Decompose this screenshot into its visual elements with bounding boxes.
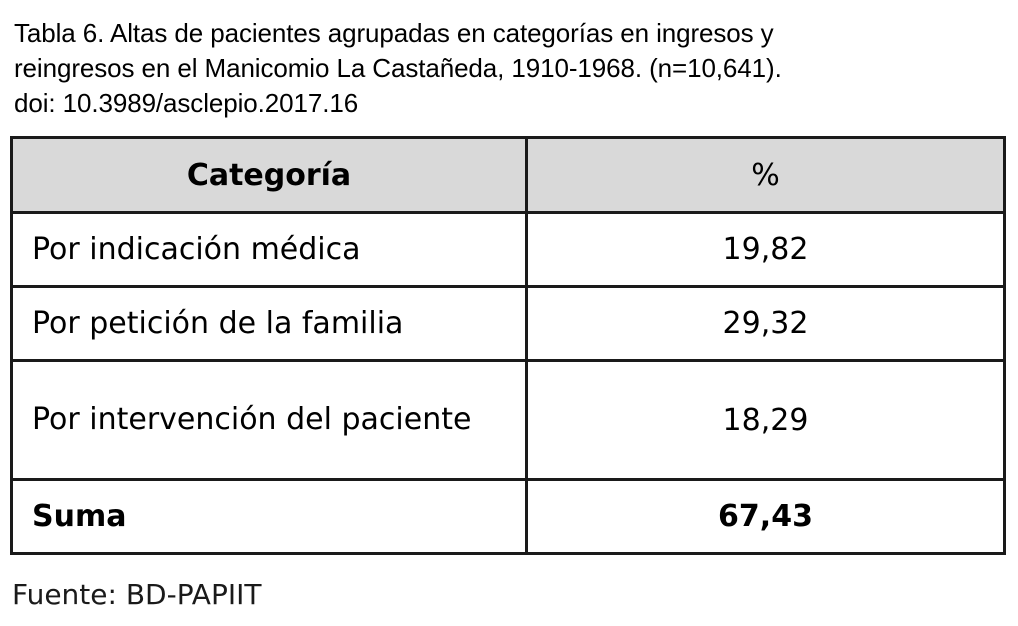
row-category: Por intervención del paciente bbox=[10, 359, 528, 481]
row-category: Por petición de la familia bbox=[10, 285, 528, 362]
total-value: 67,43 bbox=[525, 478, 1006, 555]
caption-line: reingresos en el Manicomio La Castañeda,… bbox=[14, 53, 782, 83]
table-row: Por petición de la familia 29,32 bbox=[10, 285, 1006, 362]
row-value: 18,29 bbox=[525, 359, 1006, 481]
total-label: Suma bbox=[10, 478, 528, 555]
header-category: Categoría bbox=[10, 136, 528, 214]
discharge-table: Categoría % Por indicación médica 19,82 … bbox=[10, 136, 1006, 555]
table-row: Por indicación médica 19,82 bbox=[10, 211, 1006, 288]
table-caption: Tabla 6. Altas de pacientes agrupadas en… bbox=[14, 16, 1004, 121]
row-value: 19,82 bbox=[525, 211, 1006, 288]
caption-line: doi: 10.3989/asclepio.2017.16 bbox=[14, 88, 359, 118]
header-percent: % bbox=[525, 136, 1006, 214]
row-value: 29,32 bbox=[525, 285, 1006, 362]
source-note: Fuente: BD-PAPIIT bbox=[12, 578, 262, 611]
table-total-row: Suma 67,43 bbox=[10, 478, 1006, 555]
table-row: Por intervención del paciente 18,29 bbox=[10, 359, 1006, 481]
row-category: Por indicación médica bbox=[10, 211, 528, 288]
caption-line: Tabla 6. Altas de pacientes agrupadas en… bbox=[14, 18, 774, 48]
table-header-row: Categoría % bbox=[10, 136, 1006, 214]
